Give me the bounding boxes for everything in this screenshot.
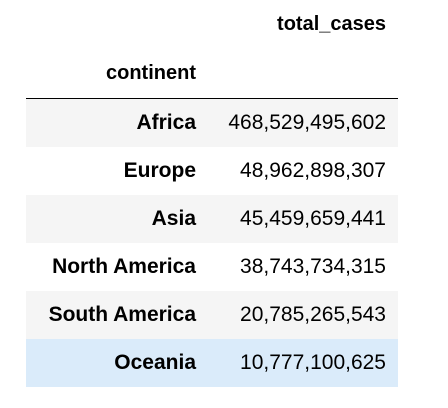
row-value: 468,529,495,602 [228,111,386,134]
row-index-label: Asia [151,207,196,230]
index-name-header: continent [106,62,196,84]
table-row: Africa 468,529,495,602 [26,99,398,147]
row-value: 10,777,100,625 [240,351,386,374]
row-index-label: Africa [136,111,196,134]
table-header: total_cases continent [26,0,398,99]
row-index-label: North America [52,255,196,278]
row-value: 48,962,898,307 [240,159,386,182]
row-index-label: Oceania [114,351,196,374]
row-value: 45,459,659,441 [240,207,386,230]
table-row: Europe 48,962,898,307 [26,147,398,195]
row-value: 38,743,734,315 [240,255,386,278]
row-index-label: Europe [123,159,196,182]
table-row: South America 20,785,265,543 [26,291,398,339]
table-row: North America 38,743,734,315 [26,243,398,291]
table-row: Asia 45,459,659,441 [26,195,398,243]
row-index-label: South America [48,303,196,326]
table-row-highlighted: Oceania 10,777,100,625 [26,339,398,387]
row-value: 20,785,265,543 [240,303,386,326]
dataframe-table: total_cases continent Africa 468,529,495… [26,0,398,387]
column-header-total-cases: total_cases [277,13,386,35]
